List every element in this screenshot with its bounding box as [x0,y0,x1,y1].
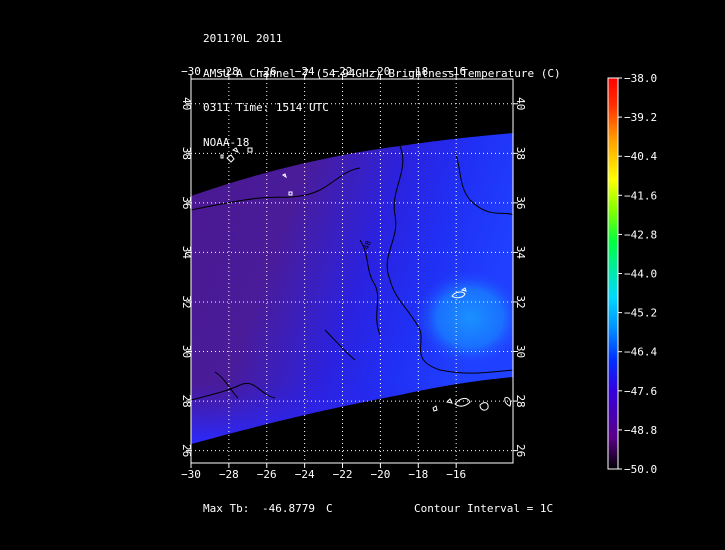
lon-labels-top: −30 −28 −26 −24 −22 −20 −18 −16 [181,65,466,78]
azores-outline [226,154,235,163]
lat-label: 40 [180,97,193,110]
colorbar [607,77,619,470]
contour-line [324,329,356,361]
lat-label: 28 [180,394,193,407]
max-tb-value: -46.8779 [262,502,315,515]
canary-island-outline [454,397,471,407]
lat-label: 28 [514,394,527,407]
lat-label: 30 [514,345,527,358]
lat-label: 32 [514,295,527,308]
lat-label: 26 [180,444,193,457]
contour-line [214,371,239,399]
lon-label: −22 [333,65,353,78]
lon-label: −30 [181,468,201,481]
map-frame [190,78,514,464]
azores-outline [288,191,293,196]
lon-label: −30 [181,65,201,78]
colorbar-label: −40.4 [624,150,657,163]
lat-label: 30 [180,345,193,358]
azores-outline [247,147,253,153]
colorbar-label: −39.2 [624,111,657,124]
lat-labels-right: 26 28 30 32 34 36 38 40 [514,97,527,457]
contour-line [191,382,276,401]
azores-outline [231,147,240,153]
lon-label: −24 [295,65,315,78]
lon-label: −16 [446,468,466,481]
colorbar-label: −44.0 [624,268,657,281]
colorbar-label: −42.8 [624,228,657,241]
lat-label: 40 [514,97,527,110]
lat-label: 34 [180,246,193,260]
lon-label: −18 [408,468,428,481]
lon-label: −22 [333,468,353,481]
title-block: 2011?0L 2011 AMSU-A Channel 7 (54.94GHz)… [203,10,561,160]
colorbar-label: −50.0 [624,463,657,476]
madeira-outline [451,291,466,299]
contour-line [454,151,513,216]
title-line-time: 0311 Time: 1514 UTC [203,101,329,114]
contour-value-label: 48 [362,240,373,251]
lat-label: 34 [514,246,527,260]
lon-label: −26 [257,65,277,78]
cyan-warm-patch [415,270,513,366]
contour-line [386,145,513,374]
title-line-date: 2011?0L 2011 [203,32,283,45]
colorbar-ticks: −38.0 −39.2 −40.4 −41.6 −42.8 −44.0 −45.2 −46.4… [618,72,657,476]
max-tb-unit: C [326,502,333,515]
land-outlines [220,147,511,412]
lon-label: −26 [257,468,277,481]
colorbar-label: −46.4 [624,346,657,359]
lon-label: −16 [446,65,466,78]
lon-label: −18 [408,65,428,78]
lon-label: −28 [219,468,239,481]
lat-label: 36 [180,196,193,209]
colorbar-label: −41.6 [624,189,657,202]
title-line-satellite: NOAA-18 [203,135,250,149]
contour-interval: Contour Interval = 1C [414,502,554,515]
lon-label: −20 [370,468,390,481]
lat-label: 26 [514,444,527,457]
contour-line [359,239,381,336]
lon-label: −20 [370,65,390,78]
colorbar-label: −47.6 [624,385,657,398]
canary-island-outline [479,402,489,411]
canary-island-outline [504,397,511,407]
lat-label: 32 [180,295,193,308]
lat-label: 36 [514,196,527,209]
title-line-product: AMSU-A Channel 7 (54.94GHz) Brightness T… [203,66,561,80]
contour-line [191,167,361,211]
colorbar-label: −48.8 [624,424,657,437]
satellite-swath: 48 [191,133,513,444]
lat-label: 38 [514,147,527,160]
lon-labels-bottom: −30 −28 −26 −24 −22 −20 −18 −16 [181,468,466,481]
lat-label: 38 [180,147,193,160]
lon-label: −28 [219,65,239,78]
canary-island-outline [432,405,438,412]
axis-ticks [186,74,518,468]
max-tb-label: Max Tb: [203,502,250,515]
porto-santo-outline [460,287,467,292]
azores-outline [282,173,287,179]
colorbar-label: −38.0 [624,72,657,85]
lat-labels-left: 26 28 30 32 34 36 38 40 [180,97,193,457]
colorbar-label: −45.2 [624,307,657,320]
lon-label: −24 [295,468,315,481]
azores-outline [220,154,224,159]
